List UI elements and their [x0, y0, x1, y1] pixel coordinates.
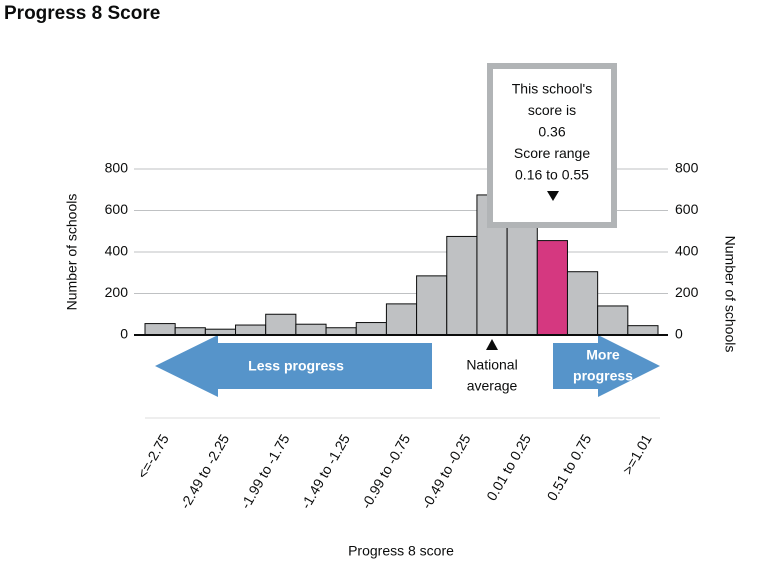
- x-tick-label: 0.51 to 0.75: [544, 431, 595, 503]
- x-tick-label: >=1.01: [619, 431, 655, 477]
- more-progress-label: More: [586, 347, 620, 363]
- national-average-label: National: [466, 357, 517, 373]
- y-tick-label: 400: [105, 243, 129, 259]
- bar: [536, 240, 568, 336]
- x-tick-label: <=-2.75: [134, 431, 172, 481]
- y-tick-label: 0: [120, 326, 128, 342]
- bar: [295, 323, 327, 336]
- more-progress-arrow: [553, 335, 660, 397]
- y2-tick-label: 400: [675, 243, 699, 259]
- y2-tick-label: 800: [675, 160, 699, 176]
- y2-axis-label: Number of schools: [722, 236, 738, 353]
- x-tick-label: -1.49 to -1.25: [297, 431, 353, 511]
- x-tick-label: -0.99 to -0.75: [358, 431, 414, 511]
- chart-title: Progress 8 Score: [4, 3, 160, 24]
- y-axis-label: Number of schools: [64, 194, 80, 311]
- bar: [446, 235, 478, 336]
- less-progress-arrow: [155, 335, 432, 397]
- bar: [385, 303, 418, 336]
- bar: [144, 323, 176, 336]
- bar: [174, 327, 206, 336]
- tooltip-text: Score range: [514, 145, 590, 161]
- bar: [265, 313, 297, 336]
- tooltip-text: 0.16 to 0.55: [515, 167, 589, 183]
- y-tick-label: 200: [105, 284, 129, 300]
- x-axis-label: Progress 8 score: [348, 543, 454, 559]
- y2-tick-label: 0: [675, 326, 683, 342]
- less-progress-label: Less progress: [248, 358, 344, 374]
- bar: [627, 325, 659, 336]
- tooltip-text: This school's: [512, 81, 592, 97]
- x-tick-label: -2.49 to -2.25: [177, 431, 233, 511]
- y2-tick-label: 600: [675, 201, 699, 217]
- more-progress-label: progress: [573, 368, 633, 384]
- tooltip-pointer: [547, 191, 559, 201]
- bar: [235, 324, 267, 336]
- tooltip-text: 0.36: [538, 124, 565, 140]
- x-tick-label: -1.99 to -1.75: [237, 431, 293, 511]
- bar: [355, 322, 387, 336]
- bar: [566, 271, 599, 336]
- x-tick-label: 0.01 to 0.25: [483, 431, 534, 503]
- y2-tick-label: 200: [675, 284, 699, 300]
- y-tick-label: 800: [105, 160, 129, 176]
- national-average-label: average: [467, 378, 518, 394]
- x-tick-label: -0.49 to -0.25: [418, 431, 474, 511]
- bar: [597, 305, 629, 336]
- y-tick-label: 600: [105, 201, 129, 217]
- tooltip-text: score is: [528, 102, 576, 118]
- bar: [325, 327, 357, 336]
- bar: [416, 275, 448, 336]
- national-average-marker: [486, 339, 498, 350]
